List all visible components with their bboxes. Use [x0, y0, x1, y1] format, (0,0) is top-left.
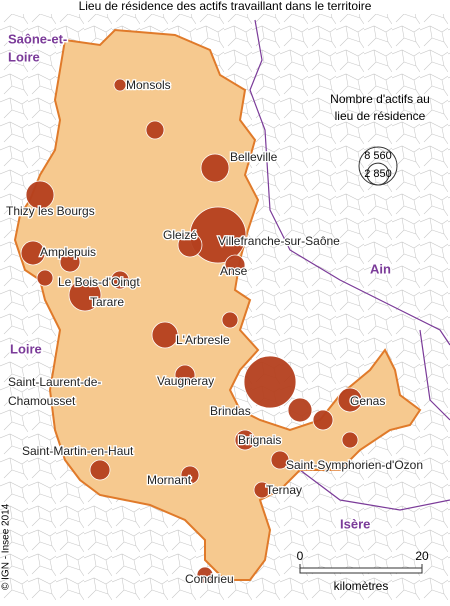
city-label: Thizy les Bourgs — [6, 204, 95, 218]
bubble — [68, 278, 102, 312]
city-label: Anse — [220, 264, 248, 278]
city-label: Brignais — [238, 433, 281, 447]
bubble — [270, 450, 290, 470]
city-label: L'Arbresle — [176, 333, 230, 347]
bubble — [25, 180, 55, 210]
scale-tick-label: 0 — [297, 549, 304, 563]
legend-title: Nombre d'actifs au — [330, 92, 430, 106]
bubble — [337, 387, 363, 413]
bubble — [234, 429, 256, 451]
city-label: Saint-Laurent-de- — [8, 375, 101, 389]
city-label: Belleville — [230, 150, 278, 164]
bubble — [110, 270, 130, 290]
bubble — [89, 459, 111, 481]
bubble — [36, 269, 54, 287]
bubble — [243, 355, 297, 409]
legend-label: 2 850 — [364, 168, 392, 180]
city-label: Vaugneray — [157, 374, 214, 388]
city-label: Ternay — [266, 483, 302, 497]
city-label: Saint-Symphorien-d'Ozon — [286, 458, 423, 472]
bubble — [145, 120, 165, 140]
region-label: Saône-et- — [8, 31, 67, 46]
region-label: Ain — [370, 261, 391, 276]
bubble — [113, 78, 127, 92]
city-label: Saint-Martin-en-Haut — [22, 444, 134, 458]
bubble — [312, 409, 334, 431]
bubble — [59, 251, 81, 273]
region-label: Loire — [10, 341, 42, 356]
bubble — [151, 321, 179, 349]
bubble — [221, 311, 239, 329]
bubble — [180, 465, 200, 485]
city-label: Condrieu — [185, 572, 234, 586]
legend-label: 8 560 — [364, 150, 392, 162]
scale-unit: kilomètres — [334, 579, 389, 593]
city-label: Tarare — [90, 295, 124, 309]
bubble — [177, 232, 203, 258]
bubble — [287, 397, 313, 423]
map-title: Lieu de résidence des actifs travaillant… — [79, 0, 372, 13]
city-label: Mornant — [147, 473, 192, 487]
bubble — [224, 254, 246, 276]
scale-bar — [299, 567, 423, 574]
city-label: Gleizé — [163, 228, 197, 242]
label-layer: Monsols Belleville Thizy les Bourgs Amplepu… — [5, 30, 425, 587]
city-label: Genas — [350, 394, 385, 408]
bubble — [196, 566, 214, 584]
legend-title: lieu de résidence — [335, 109, 426, 123]
city-label: Brindas — [210, 404, 251, 418]
bubble-layer — [20, 78, 363, 584]
region-label: Isère — [340, 516, 370, 531]
bubble — [200, 153, 230, 183]
bubble — [20, 240, 46, 266]
legend-circle — [366, 162, 390, 186]
scale-tick-label: 20 — [415, 549, 429, 563]
territory — [13, 28, 422, 581]
region-label: Loire — [8, 49, 40, 64]
bubble — [341, 431, 359, 449]
city-label: Chamousset — [8, 394, 76, 408]
city-label: Amplepuis — [40, 245, 96, 259]
credit: © IGN - Insee 2014 — [1, 503, 12, 590]
city-label: Monsols — [126, 78, 171, 92]
city-label: Villefranche-sur-Saône — [218, 234, 340, 248]
bubble — [174, 364, 196, 386]
department-boundary — [249, 19, 450, 511]
bubble — [253, 481, 271, 499]
city-label: Le Bois-d'Oingt — [58, 275, 140, 289]
